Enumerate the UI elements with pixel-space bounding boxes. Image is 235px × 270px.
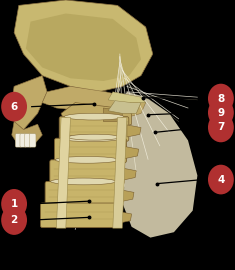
Ellipse shape [51,178,116,185]
Text: 8: 8 [217,93,224,104]
Ellipse shape [68,134,120,140]
Polygon shape [113,117,127,228]
FancyBboxPatch shape [59,117,129,141]
Ellipse shape [60,135,121,141]
Polygon shape [108,92,146,103]
Circle shape [208,113,234,142]
Circle shape [208,98,234,127]
Circle shape [208,165,234,194]
Polygon shape [120,190,134,202]
FancyBboxPatch shape [25,134,31,147]
Text: 4: 4 [217,174,225,185]
Polygon shape [61,103,132,130]
Polygon shape [0,0,14,32]
Text: 6: 6 [11,102,18,112]
Polygon shape [42,86,146,119]
Polygon shape [56,117,70,228]
Polygon shape [122,168,136,180]
Text: 9: 9 [217,107,224,118]
Polygon shape [0,235,235,270]
FancyBboxPatch shape [20,134,27,147]
Circle shape [208,84,234,113]
FancyBboxPatch shape [15,134,22,147]
Text: 1: 1 [11,199,18,209]
FancyBboxPatch shape [40,203,119,228]
FancyBboxPatch shape [29,134,36,147]
Text: 2: 2 [11,215,18,225]
FancyBboxPatch shape [50,160,124,184]
Circle shape [1,189,27,219]
Polygon shape [26,14,141,81]
Ellipse shape [55,156,119,163]
FancyBboxPatch shape [45,181,122,206]
Text: 7: 7 [217,122,225,133]
Polygon shape [12,76,47,130]
Polygon shape [14,0,153,92]
Polygon shape [12,122,42,146]
Polygon shape [127,125,141,137]
Polygon shape [125,146,139,158]
Polygon shape [108,97,141,113]
Polygon shape [0,0,9,270]
Polygon shape [118,92,197,238]
Polygon shape [118,211,132,224]
Polygon shape [207,0,235,270]
Polygon shape [103,108,122,122]
Circle shape [1,205,27,235]
Ellipse shape [64,113,124,120]
FancyBboxPatch shape [55,138,126,163]
Circle shape [1,92,27,122]
